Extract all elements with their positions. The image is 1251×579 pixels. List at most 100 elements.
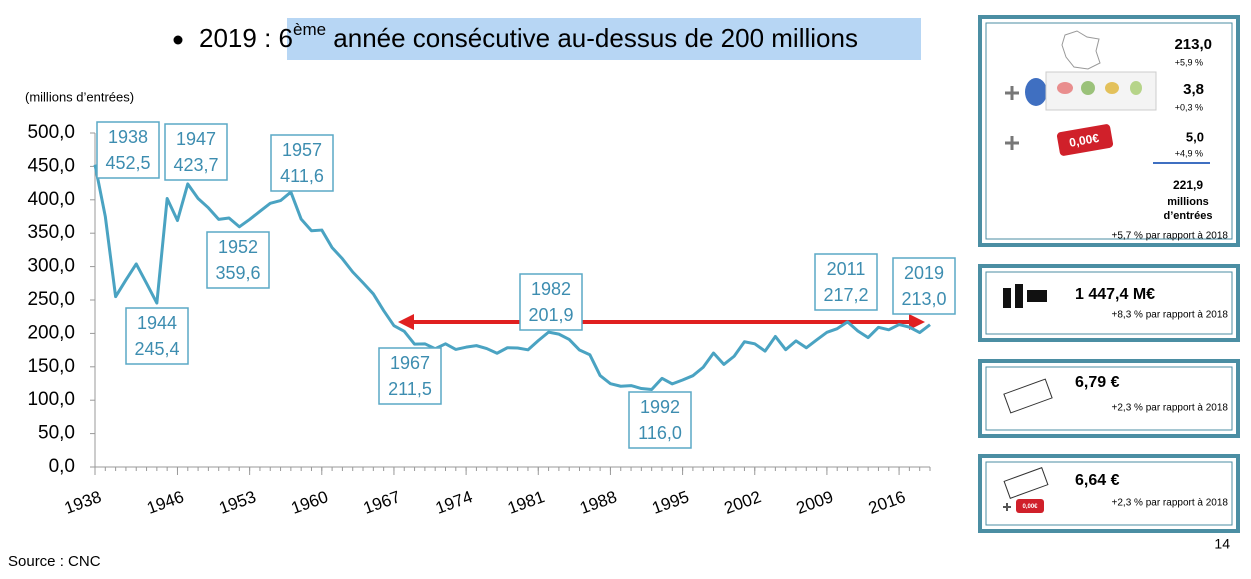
total-change: +5,7 % par rapport à 2018 [1112,231,1229,242]
ticket-panel: 6,79 € +2,3 % par rapport à 2018 [978,359,1240,438]
x-tick-label: 1995 [649,487,691,518]
x-tick-label: 1974 [433,487,475,518]
overseas-change: +0,3 % [1175,102,1203,112]
people-icon [1027,290,1047,302]
people-icon [1015,284,1023,308]
plus [1005,86,1019,100]
annotation-box [519,273,583,331]
annotation-box [378,347,442,405]
ticket-icon [1003,467,1049,499]
x-tick-label: 1988 [577,487,619,518]
annotation-box [628,391,692,449]
y-tick-label: 150,0 [27,356,75,377]
annotation-year: 1944 [137,313,177,333]
annotation-box [164,123,228,181]
x-tick-label: 1960 [289,487,331,518]
arrow-head [398,314,414,330]
y-tick-label: 450,0 [27,155,75,176]
panel-frame [978,359,1240,438]
annotation-value: 423,7 [173,155,218,175]
panel-frame [985,461,1233,526]
free-badge [1056,124,1114,156]
arrow-head [909,314,925,330]
annotation-year: 2011 [827,259,866,279]
bullet [173,35,183,45]
panel-frame [985,271,1233,335]
panel-frame [985,366,1233,431]
panel-frame [978,15,1240,247]
total-unit: d’entrées [1164,210,1213,222]
x-tick-label: 1938 [62,487,104,518]
revenue-change: +8,3 % par rapport à 2018 [1112,310,1229,321]
ticket-paid-value: 6,64 € [1075,472,1120,489]
revenue-value: 1 447,4 M€ [1075,286,1155,303]
annotation-value: 116,0 [638,423,682,443]
data-line [93,164,931,392]
total-unit: millions [1167,196,1209,208]
annotation-year: 1952 [218,237,258,257]
panel-frame [978,264,1240,342]
annotation-year: 1957 [282,140,322,160]
annotation-value: 411,6 [280,166,324,186]
plus [1005,136,1019,150]
ticket-paid-panel: 0,00€ 6,64 € +2,3 % par rapport à 2018 [978,454,1240,533]
overseas-map [1105,82,1119,94]
revenue-panel: 1 447,4 M€ +8,3 % par rapport à 2018 [978,264,1240,342]
annotation-box [206,231,270,289]
plus [1003,503,1011,511]
panel-frame [978,454,1240,533]
annotation-year: 1992 [640,397,680,417]
total-value: 221,9 [1173,178,1203,192]
annotation-box [125,307,189,365]
x-tick-label: 1967 [361,487,403,518]
y-tick-label: 500,0 [27,122,75,143]
y-tick-label: 400,0 [27,189,75,210]
overseas-map [1025,78,1047,106]
y-tick-label: 300,0 [27,256,75,277]
x-tick-label: 2009 [794,487,836,518]
y-tick-label: 50,0 [38,423,75,444]
annotation-value: 201,9 [528,305,573,325]
annotation-box [270,134,334,192]
free-badge [1016,499,1044,513]
annotation-value: 245,4 [134,339,179,359]
panel-frame [985,22,1233,240]
page-number: 14 [1214,536,1230,552]
source: Source : CNC [8,553,101,570]
france-map [1061,30,1101,70]
x-tick-label: 2016 [866,487,908,518]
annotation-value: 211,5 [388,379,432,399]
x-tick-label: 1953 [216,487,258,518]
headline-superscript: ème [293,20,326,39]
ticket-icon [1003,378,1053,414]
annotation-value: 452,5 [105,153,150,173]
overseas-map [1130,81,1142,95]
annotation-year: 1967 [390,353,430,373]
headline-prefix: 2019 : [199,23,279,53]
y-tick-label: 350,0 [27,222,75,243]
x-tick-label: 1946 [144,487,186,518]
annotation-value: 217,2 [823,285,868,305]
annotation-value: 359,6 [215,263,260,283]
admissions-panel: 213,0 +5,9 % 3,8 +0,3 % 0,00€ 5,0 +4,9 %… [978,15,1240,247]
badge-text: 0,00€ [1022,504,1038,510]
overseas-map [1081,81,1095,95]
annotation-box [814,253,878,311]
y-axis-label: (millions d’entrées) [25,89,134,104]
ticket-change: +2,3 % par rapport à 2018 [1112,403,1229,414]
people-icon [1003,288,1011,308]
highlight [287,18,921,60]
ticket-paid-change: +2,3 % par rapport à 2018 [1112,498,1229,509]
y-tick-label: 100,0 [27,389,75,410]
annotation-year: 2019 [904,263,944,283]
annotation-value: 213,0 [901,289,946,309]
free-change: +4,9 % [1175,148,1203,158]
annotation-year: 1938 [108,127,148,147]
annotation-box [96,121,160,179]
x-tick-label: 1981 [505,487,547,518]
france-change: +5,9 % [1175,57,1203,67]
y-tick-label: 200,0 [27,322,75,343]
free-value: 5,0 [1186,129,1204,144]
annotation-box [892,257,956,315]
